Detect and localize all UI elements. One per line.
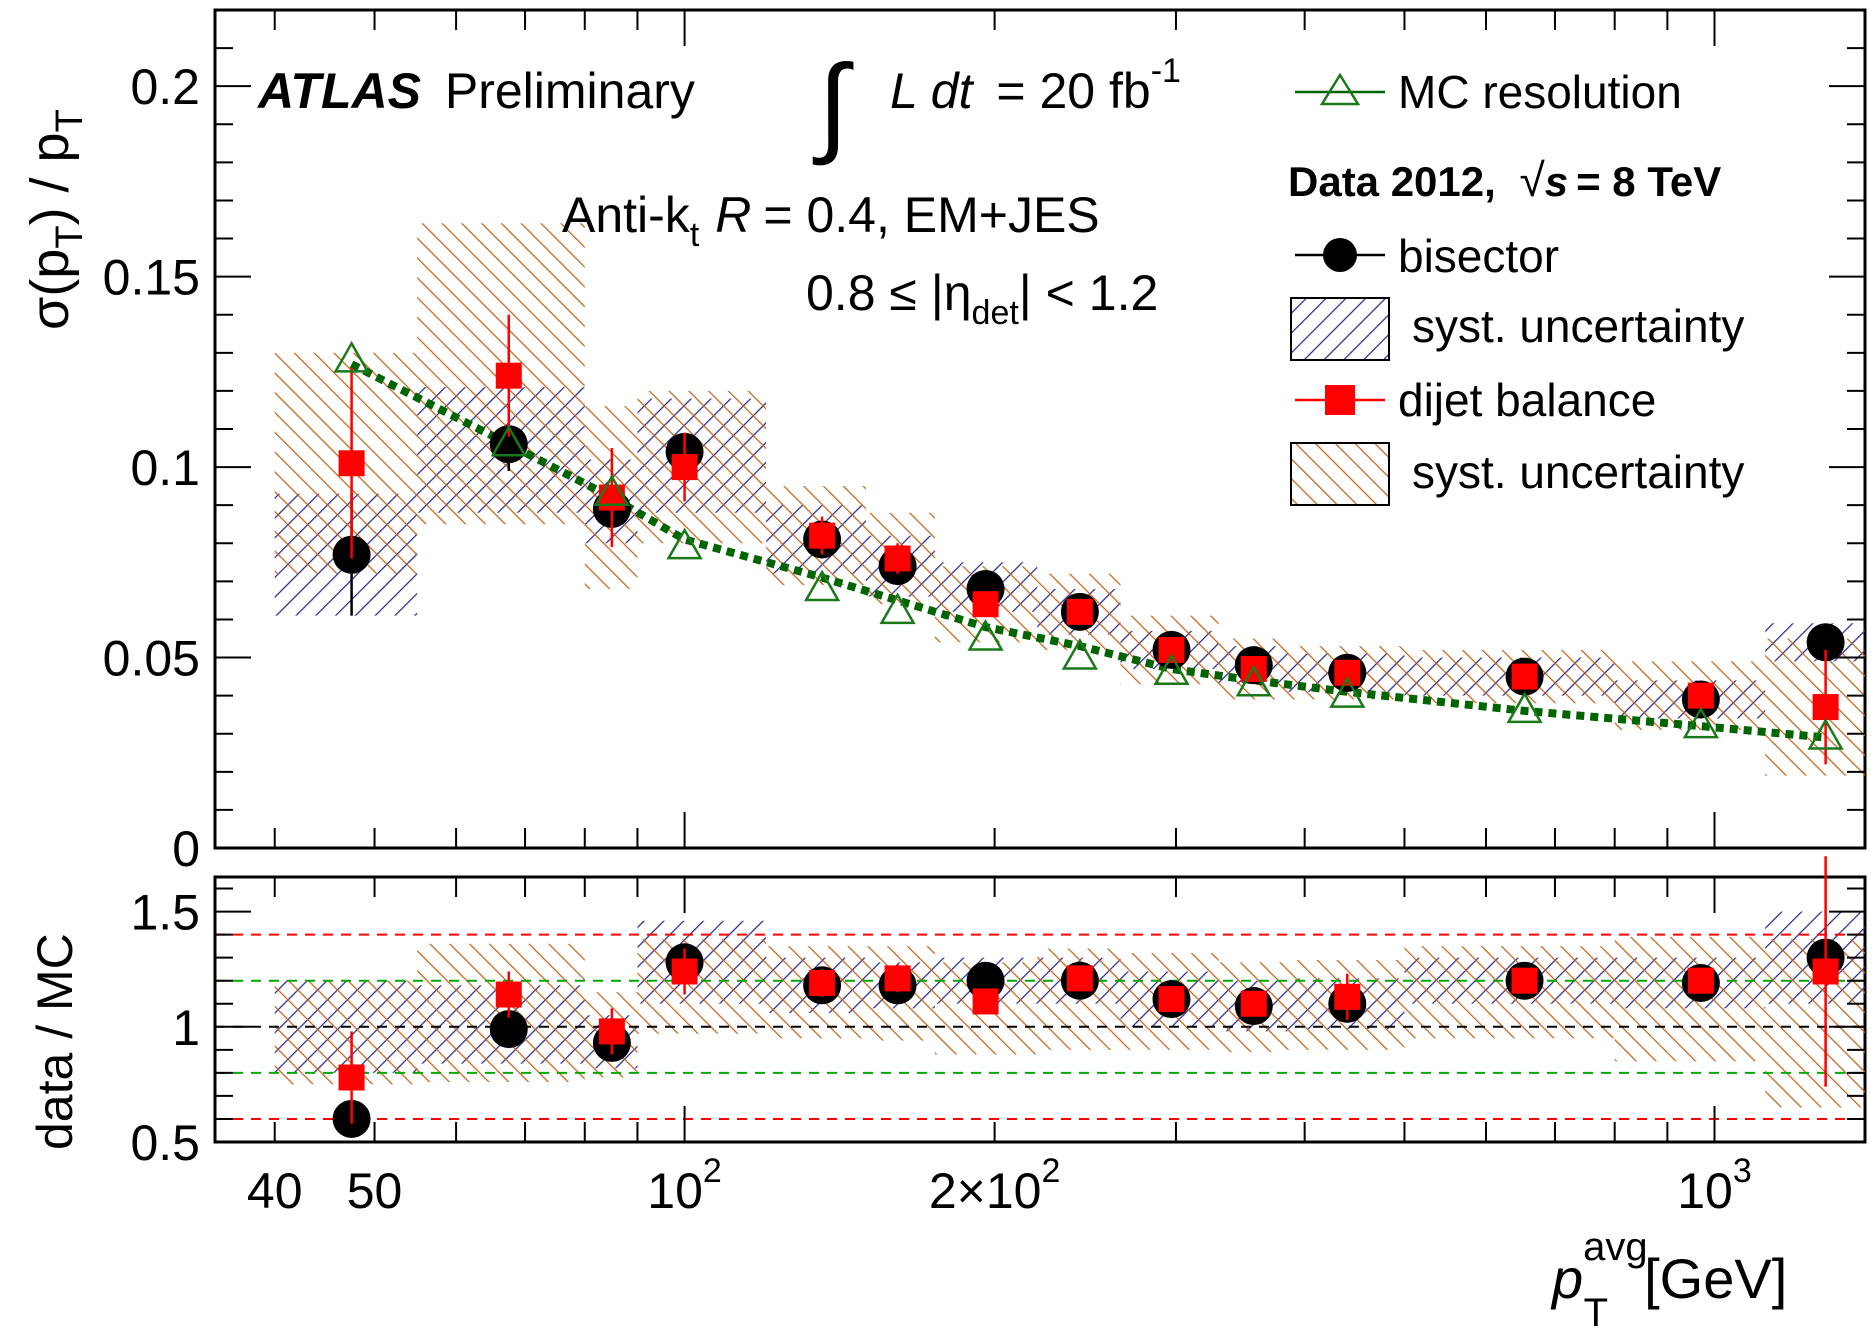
mc-resolution-point [1235,664,1272,697]
ratio-dijet-syst-band [637,939,767,1034]
legend-mc-marker [1319,72,1361,106]
legend-bisector-marker [1323,238,1357,272]
dijet-point [671,454,698,481]
x-tick-label: 40 [247,1163,303,1219]
ratio-dijet-point [809,970,836,996]
mc-resolution-point [803,569,841,602]
ratio-dijet-syst-band [1614,936,1766,1062]
mc-resolution-point [593,474,631,507]
jet-algorithm-label: Anti-kt R = 0.4, EM+JES [562,187,1100,254]
mc-resolution-point [1061,638,1099,670]
top-y-tick-label: 0.05 [103,631,200,687]
dijet-point [495,362,522,389]
dijet-syst-band [637,390,767,544]
dijet-point [1158,636,1185,663]
ratio-y-tick-label: 0.5 [130,1115,200,1171]
ratio-y-tick-label: 1.5 [130,885,200,941]
ratio-dijet-point [495,981,522,1008]
x-axis-title: pavg T[GeV] [1550,1225,1787,1334]
legend-data-header: Data 2012, √s = 8 TeV [1288,154,1721,206]
mc-resolution-point [1807,718,1844,750]
mc-fit-curve-line [349,360,1826,742]
legend-dijet-syst-swatch [1290,442,1390,506]
legend-bisector-syst-label: syst. uncertainty [1412,300,1744,352]
x-tick-label: 2×102 [929,1152,1061,1219]
dijet-point [1066,598,1093,625]
ratio-y-axis-tick-labels: 0.5 1 1.5 [130,885,200,1171]
ratio-dijet-point [884,965,911,992]
mc-resolution-point [1506,691,1543,724]
bisector-point [489,425,528,464]
dijet-point [338,450,365,477]
bisector-point [1806,623,1845,662]
legend-mc-label: MC resolution [1398,66,1682,118]
mc-resolution-point [490,424,527,457]
top-y-axis-ticks [215,9,1865,849]
eta-range-label: 0.8 ≤ |ηdet| < 1.2 [806,265,1158,332]
legend: MC resolution Data 2012, √s = 8 TeV bisec… [1288,66,1744,506]
x-tick-label: 102 [647,1152,722,1219]
ratio-dijet-point [338,1064,365,1091]
top-data-points [332,314,1845,765]
dijet-point [884,545,911,572]
dijet-point [1687,682,1714,709]
ratio-dijet-point [1812,958,1839,985]
mc-fit-curve [349,360,1826,742]
luminosity-label: L dt = 20 fb-1 [890,52,1181,119]
dijet-point [598,484,625,511]
mc-resolution-point [1682,706,1720,739]
dijet-point [809,522,836,549]
ratio-dijet-point [598,1018,625,1045]
mc-resolution-point [333,340,370,373]
dijet-point [1511,663,1538,690]
ratio-y-axis-title: data / MC [27,933,83,1150]
legend-dijet-syst-label: syst. uncertainty [1412,446,1744,498]
ratio-bisector-point [489,1010,528,1049]
x-tick-label: 103 [1677,1152,1752,1219]
ratio-dijet-point [1334,983,1361,1010]
top-y-tick-label: 0.1 [130,440,200,496]
x-axis-ticks [273,10,1716,1142]
x-axis-tick-labels: 40 50 102 2×102 103 [247,1152,1752,1219]
legend-bisector-syst-swatch [1290,297,1390,361]
mc-resolution-point [1153,653,1190,686]
ratio-dijet-point [671,958,698,985]
atlas-label: ATLAS Preliminary [256,63,695,119]
dijet-point [1812,694,1839,721]
mc-resolution-point [666,527,703,560]
top-y-axis-tick-labels: 0 0.05 0.1 0.15 0.2 [103,59,200,877]
top-y-axis-title: σ(pT) / pT [20,109,91,330]
ratio-dijet-point [1687,967,1714,994]
x-tick-label: 50 [347,1163,403,1219]
ratio-y-tick-label: 1 [172,1000,200,1056]
mc-resolution-point [967,618,1004,651]
top-y-tick-label: 0.2 [130,59,200,115]
ratio-dijet-point [1240,990,1267,1017]
ratio-dijet-point [972,988,999,1015]
legend-bisector-label: bisector [1398,230,1559,282]
mc-resolution-point [879,592,916,625]
ratio-dijet-point [1066,965,1093,992]
ratio-data-points [332,856,1845,1138]
legend-dijet-label: dijet balance [1398,374,1656,426]
ratio-dijet-point [1511,967,1538,994]
ratio-dijet-point [1158,986,1185,1013]
top-y-tick-label: 0.15 [103,250,200,306]
dijet-point [972,591,999,618]
legend-dijet-marker [1325,385,1355,415]
dijet-point [1334,659,1361,686]
ratio-y-axis-ticks [215,887,1865,1143]
top-y-tick-label: 0 [172,821,200,877]
mc-resolution-point [1329,676,1366,708]
integral-symbol: ∫ [812,43,854,166]
